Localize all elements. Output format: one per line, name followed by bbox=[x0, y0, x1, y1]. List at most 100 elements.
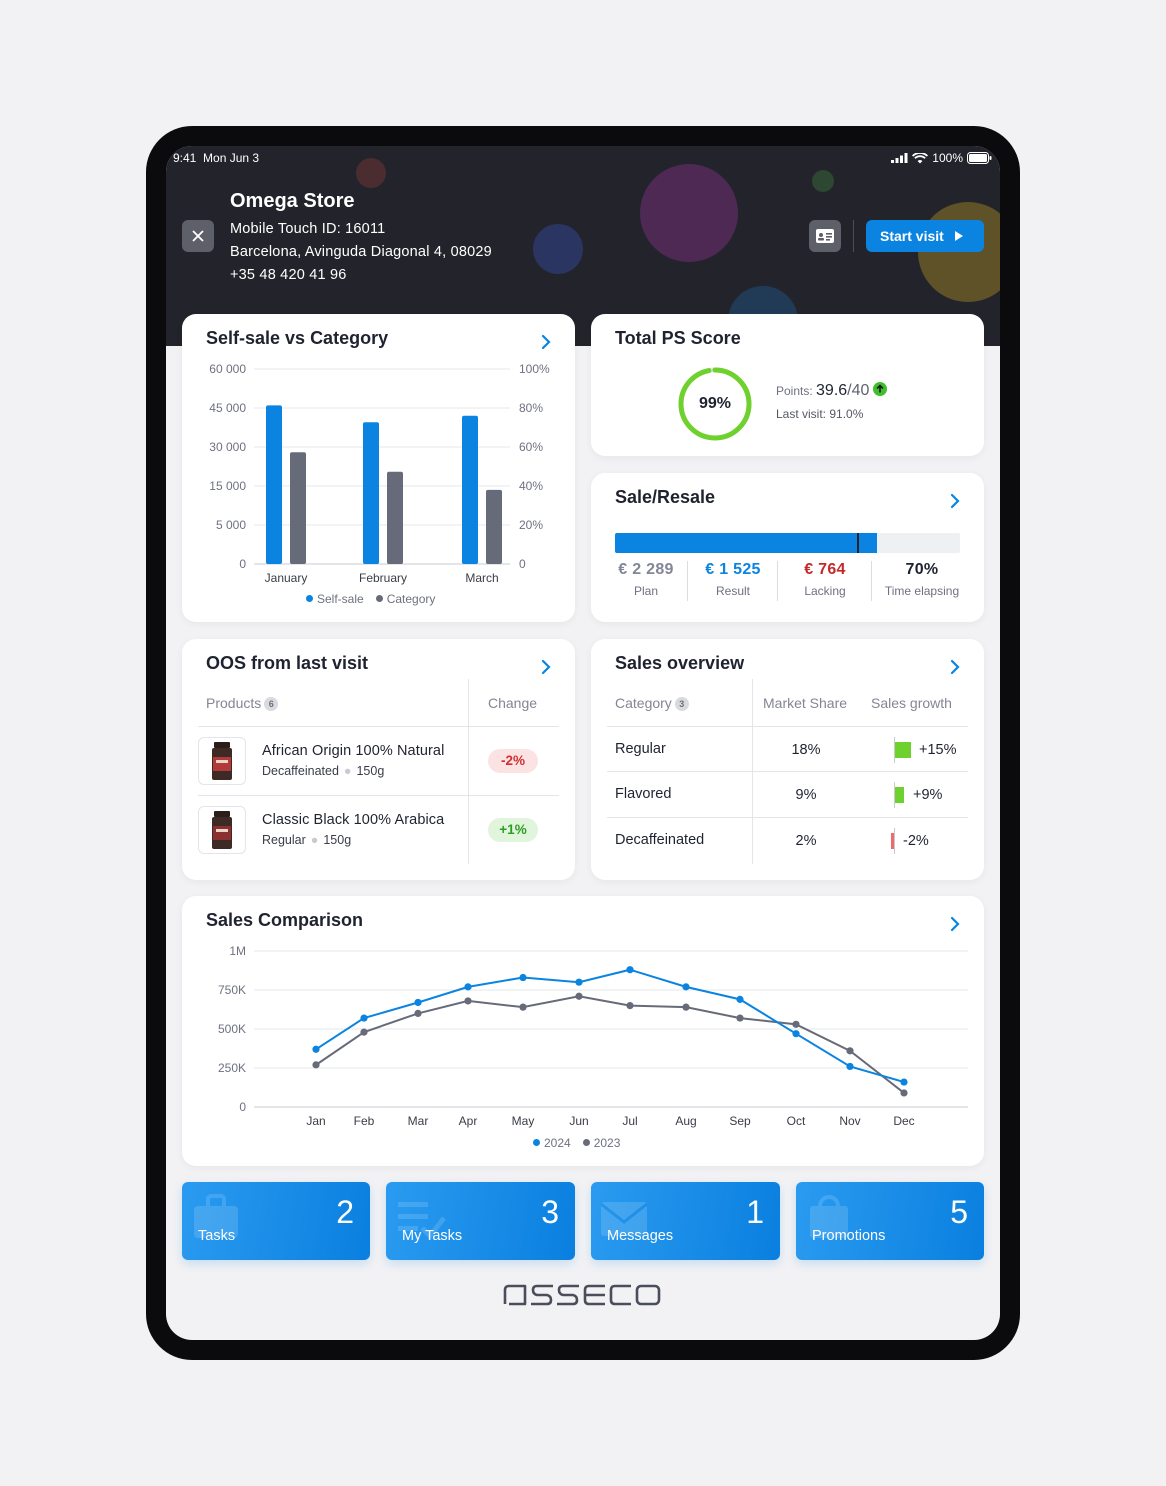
store-address: Barcelona, Avinguda Diagonal 4, 08029 bbox=[230, 244, 492, 260]
growth-axis bbox=[894, 737, 895, 763]
sales-overview-card: Sales overview Category 3 Market Share Sa… bbox=[591, 639, 984, 880]
product-image bbox=[198, 737, 246, 785]
data-point bbox=[312, 1061, 320, 1069]
legend-2024: 2024 bbox=[533, 1136, 571, 1150]
col-products[interactable]: Products 6 bbox=[206, 695, 279, 711]
promotions-tile[interactable]: Promotions 5 bbox=[796, 1182, 984, 1260]
messages-tile[interactable]: Messages 1 bbox=[591, 1182, 780, 1260]
growth-bar bbox=[894, 742, 911, 758]
x-tick-label: May bbox=[512, 1114, 535, 1128]
col-market-share[interactable]: Market Share bbox=[763, 695, 848, 711]
y-tick-label: 5 000 bbox=[216, 518, 246, 532]
chevron-right-icon[interactable] bbox=[540, 334, 552, 350]
x-tick-label: January bbox=[265, 571, 308, 585]
data-point bbox=[682, 983, 690, 991]
start-visit-button[interactable]: Start visit bbox=[866, 220, 984, 252]
col-sales-growth[interactable]: Sales growth bbox=[871, 695, 952, 711]
stat-divider bbox=[871, 561, 872, 601]
store-info: Omega Store Mobile Touch ID: 16011 Barce… bbox=[230, 190, 492, 287]
briefcase-icon bbox=[194, 1194, 238, 1238]
col-change[interactable]: Change bbox=[488, 695, 538, 711]
decor-bubble bbox=[533, 224, 583, 274]
market-share: 9% bbox=[795, 787, 817, 803]
play-icon bbox=[954, 231, 963, 241]
row-divider bbox=[607, 817, 968, 818]
score-ring bbox=[678, 367, 752, 441]
category-name: Flavored bbox=[615, 786, 672, 802]
contact-card-button[interactable] bbox=[809, 220, 841, 252]
y-tick-label: 60 000 bbox=[209, 362, 246, 376]
chevron-right-icon[interactable] bbox=[540, 659, 552, 675]
data-point bbox=[682, 1003, 690, 1011]
growth-axis bbox=[894, 782, 895, 808]
row-divider bbox=[198, 795, 559, 796]
wifi-icon bbox=[912, 152, 929, 163]
arrow-up-icon bbox=[872, 382, 887, 396]
id-card-icon bbox=[816, 229, 834, 243]
y-tick-label: 0 bbox=[239, 557, 246, 571]
chevron-right-icon[interactable] bbox=[949, 659, 961, 675]
change-badge: +1% bbox=[488, 818, 538, 842]
row-divider bbox=[607, 726, 968, 727]
growth-value: -2% bbox=[903, 833, 929, 849]
products-count-badge: 6 bbox=[264, 697, 279, 711]
tile-count: 1 bbox=[746, 1194, 764, 1230]
y2-tick-label: 80% bbox=[519, 401, 543, 415]
chevron-right-icon[interactable] bbox=[949, 493, 961, 509]
x-tick-label: Feb bbox=[354, 1114, 375, 1128]
decor-bubble bbox=[918, 202, 1000, 302]
category-name: Decaffeinated bbox=[615, 832, 705, 848]
data-point bbox=[464, 983, 472, 991]
x-tick-label: February bbox=[359, 571, 407, 585]
self-sale-chart: 60 000 100% 45 000 80% 30 000 60% 15 000 40% 5 0… bbox=[209, 362, 550, 585]
data-point bbox=[736, 1014, 744, 1022]
my-tasks-tile[interactable]: My Tasks 3 bbox=[386, 1182, 575, 1260]
data-point bbox=[900, 1089, 908, 1097]
sale-progress-track bbox=[615, 533, 960, 553]
store-name: Omega Store bbox=[230, 190, 355, 212]
x-tick-label: Nov bbox=[839, 1114, 860, 1128]
stat-time-elapsing: 70% Time elapsing bbox=[884, 561, 960, 598]
card-title: Sales Comparison bbox=[206, 910, 364, 930]
legend-2023: 2023 bbox=[582, 1136, 620, 1150]
bar bbox=[387, 471, 403, 564]
growth-axis bbox=[894, 828, 895, 854]
growth-bar bbox=[891, 833, 894, 849]
data-point bbox=[846, 1047, 854, 1055]
close-button[interactable] bbox=[182, 220, 214, 252]
score-percent: 99% bbox=[698, 395, 732, 412]
tasks-tile[interactable]: Tasks 2 bbox=[182, 1182, 370, 1260]
bar bbox=[462, 415, 478, 564]
y-tick-label: 1M bbox=[229, 944, 246, 958]
data-point bbox=[736, 995, 744, 1003]
y-tick-label: 15 000 bbox=[209, 479, 246, 493]
product-meta: Regular ● 150g bbox=[262, 833, 352, 847]
points-line: Points: 39.6/40 bbox=[776, 382, 887, 400]
stat-divider bbox=[687, 561, 688, 601]
data-point bbox=[519, 973, 527, 982]
row-divider bbox=[607, 771, 968, 772]
growth-bar bbox=[894, 787, 904, 803]
x-tick-label: March bbox=[465, 571, 498, 585]
coffee-jar-icon bbox=[212, 742, 232, 780]
shopping-bag-icon bbox=[810, 1195, 848, 1238]
tile-label: Promotions bbox=[812, 1228, 886, 1244]
data-point bbox=[846, 1062, 854, 1071]
x-tick-label: Jul bbox=[622, 1114, 637, 1128]
growth-value: +15% bbox=[919, 742, 957, 758]
x-tick-label: Aug bbox=[675, 1114, 696, 1128]
y2-tick-label: 20% bbox=[519, 518, 543, 532]
ps-score-card: Total PS Score 99% Points: 39.6/40 Last … bbox=[591, 314, 984, 456]
oos-card: OOS from last visit Products 6 Change Afr… bbox=[182, 639, 575, 880]
status-bar: 9:41 Mon Jun 3 100% bbox=[166, 146, 1000, 170]
tile-label: Messages bbox=[607, 1228, 674, 1244]
chevron-right-icon[interactable] bbox=[949, 916, 961, 932]
data-point bbox=[360, 1014, 368, 1022]
store-phone: +35 48 420 41 96 bbox=[230, 267, 347, 283]
x-tick-label: Oct bbox=[787, 1114, 806, 1128]
tile-label: My Tasks bbox=[402, 1228, 463, 1244]
data-point bbox=[900, 1078, 908, 1086]
y-tick-label: 750K bbox=[218, 983, 246, 997]
y-tick-label: 0 bbox=[239, 1100, 246, 1114]
col-category[interactable]: Category 3 bbox=[615, 695, 689, 711]
